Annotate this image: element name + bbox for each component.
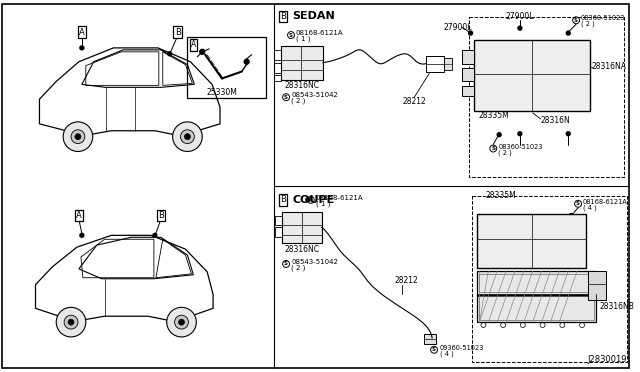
Text: 08543-51042: 08543-51042 bbox=[291, 92, 338, 98]
Text: 28316N: 28316N bbox=[541, 116, 570, 125]
Bar bbox=[282, 212, 322, 243]
Circle shape bbox=[518, 26, 522, 30]
Text: B: B bbox=[175, 28, 180, 36]
Bar bbox=[477, 294, 596, 295]
Circle shape bbox=[306, 198, 310, 202]
Text: 28316NA: 28316NA bbox=[592, 62, 627, 71]
Circle shape bbox=[75, 134, 81, 140]
Bar bbox=[479, 274, 594, 292]
Text: 28316NB: 28316NB bbox=[600, 302, 635, 311]
Bar bbox=[275, 216, 282, 225]
Circle shape bbox=[518, 132, 522, 136]
Text: 25330M: 25330M bbox=[207, 88, 237, 97]
Circle shape bbox=[80, 46, 84, 50]
Text: 28212: 28212 bbox=[403, 97, 426, 106]
Circle shape bbox=[179, 319, 184, 325]
Text: 27900L: 27900L bbox=[505, 12, 534, 21]
Text: 09360-51023: 09360-51023 bbox=[440, 345, 484, 351]
Circle shape bbox=[566, 132, 570, 136]
Bar bbox=[275, 74, 281, 81]
Text: S: S bbox=[432, 347, 436, 352]
Bar bbox=[275, 227, 282, 237]
Bar bbox=[477, 271, 596, 322]
Text: S: S bbox=[576, 201, 580, 206]
Circle shape bbox=[468, 31, 472, 35]
Bar bbox=[461, 68, 474, 81]
Text: ( 2 ): ( 2 ) bbox=[291, 98, 305, 105]
Text: S: S bbox=[492, 146, 495, 151]
Text: 27900L: 27900L bbox=[444, 23, 472, 32]
Text: 08168-6121A: 08168-6121A bbox=[316, 195, 364, 201]
Text: ( 2 ): ( 2 ) bbox=[581, 21, 595, 28]
Text: 28316NC: 28316NC bbox=[284, 81, 319, 90]
Bar bbox=[477, 214, 586, 268]
Text: 28335M: 28335M bbox=[485, 191, 516, 201]
Text: 08360-51023: 08360-51023 bbox=[498, 144, 543, 150]
Text: ( 2 ): ( 2 ) bbox=[498, 149, 512, 156]
Text: B: B bbox=[280, 195, 286, 204]
Circle shape bbox=[569, 214, 573, 218]
Text: A: A bbox=[191, 41, 196, 49]
Bar bbox=[461, 50, 474, 64]
Text: 08543-51042: 08543-51042 bbox=[291, 259, 338, 265]
Circle shape bbox=[184, 134, 190, 140]
Circle shape bbox=[566, 31, 570, 35]
Text: ( 4 ): ( 4 ) bbox=[583, 205, 596, 211]
Circle shape bbox=[64, 315, 78, 329]
Circle shape bbox=[68, 319, 74, 325]
Bar bbox=[588, 271, 605, 301]
Bar bbox=[472, 196, 627, 362]
Text: S: S bbox=[284, 262, 288, 266]
Bar bbox=[424, 334, 436, 344]
Circle shape bbox=[63, 122, 93, 151]
Circle shape bbox=[175, 315, 188, 329]
Circle shape bbox=[56, 307, 86, 337]
Text: SEDAN: SEDAN bbox=[292, 11, 335, 21]
Text: 08360-51023: 08360-51023 bbox=[581, 15, 625, 21]
Text: S: S bbox=[308, 197, 313, 202]
Text: B: B bbox=[280, 12, 286, 21]
Bar bbox=[444, 58, 452, 70]
Circle shape bbox=[200, 49, 205, 54]
Bar bbox=[468, 17, 625, 177]
Circle shape bbox=[244, 59, 249, 64]
Text: 28212: 28212 bbox=[395, 276, 419, 285]
Bar bbox=[188, 37, 266, 98]
Circle shape bbox=[180, 130, 195, 144]
Text: ( 4 ): ( 4 ) bbox=[440, 350, 454, 357]
Circle shape bbox=[497, 133, 501, 137]
Text: 08168-6121A: 08168-6121A bbox=[296, 30, 344, 36]
Text: A: A bbox=[76, 211, 82, 220]
Bar bbox=[275, 63, 281, 73]
Text: 28316NC: 28316NC bbox=[284, 245, 319, 254]
Text: S: S bbox=[289, 33, 293, 38]
Circle shape bbox=[173, 122, 202, 151]
Text: A: A bbox=[79, 28, 84, 36]
Circle shape bbox=[166, 307, 196, 337]
Circle shape bbox=[80, 233, 84, 237]
Circle shape bbox=[153, 233, 157, 237]
Text: S: S bbox=[574, 18, 578, 23]
Text: 28335M: 28335M bbox=[479, 112, 509, 121]
Bar bbox=[474, 40, 590, 111]
Text: COUPE: COUPE bbox=[292, 195, 334, 205]
Bar bbox=[479, 296, 594, 320]
Circle shape bbox=[71, 130, 85, 144]
Bar bbox=[281, 46, 323, 80]
Circle shape bbox=[168, 52, 172, 56]
Text: ( 1 ): ( 1 ) bbox=[316, 201, 330, 207]
Text: S: S bbox=[284, 95, 288, 100]
Bar bbox=[461, 86, 474, 96]
Text: B: B bbox=[158, 211, 164, 220]
Text: ( 2 ): ( 2 ) bbox=[291, 264, 305, 271]
Text: ( 1 ): ( 1 ) bbox=[296, 36, 310, 42]
Text: 08168-6121A: 08168-6121A bbox=[583, 199, 628, 205]
Bar bbox=[426, 56, 444, 71]
Text: J2830019: J2830019 bbox=[587, 355, 627, 363]
Bar bbox=[275, 50, 281, 60]
